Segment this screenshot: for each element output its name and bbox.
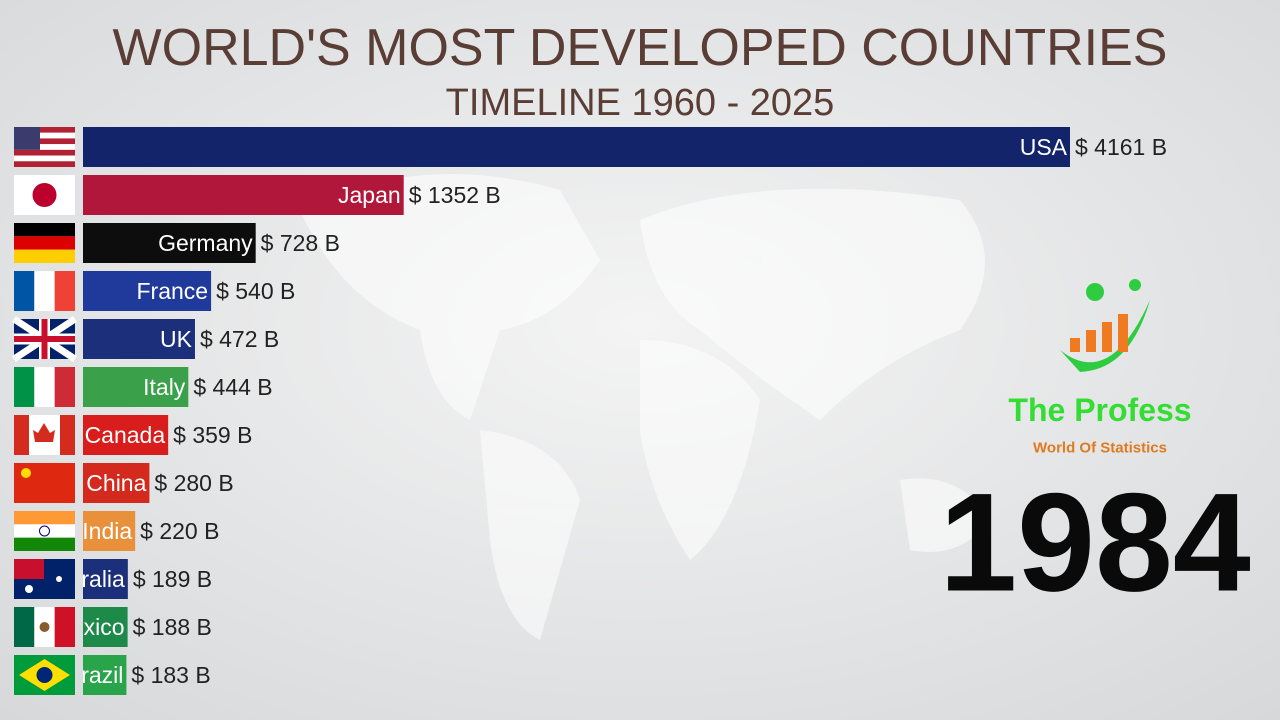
logo-bar: [1070, 338, 1080, 352]
flag-stripe: [14, 161, 75, 167]
bar: [83, 655, 127, 695]
category-label: Germany: [158, 230, 253, 256]
flag-wheel: [39, 525, 50, 537]
logo-bar: [1118, 314, 1128, 352]
flag-stripe: [14, 271, 35, 311]
value-label: $ 183 B: [131, 662, 210, 688]
flag-stripe: [14, 138, 75, 145]
bar: [83, 559, 128, 599]
flag-cross: [14, 319, 75, 359]
bar: [83, 175, 404, 215]
flag-stripe: [14, 132, 75, 139]
flag-stripe: [14, 144, 75, 150]
category-label: UK: [160, 326, 193, 352]
flag-globe: [36, 667, 53, 683]
flag-stripe: [54, 367, 75, 407]
flag-stripe: [14, 223, 75, 237]
value-label: $ 359 B: [173, 422, 252, 448]
category-label: Italy: [143, 374, 186, 400]
flag-stripe: [34, 271, 55, 311]
category-label: France: [136, 278, 208, 304]
flag-stripe: [54, 607, 75, 647]
value-label: $ 444 B: [193, 374, 272, 400]
flag-star: [56, 576, 62, 582]
value-label: $ 472 B: [200, 326, 279, 352]
flag-disc: [32, 183, 57, 207]
logo-swoosh: [1060, 300, 1150, 372]
flag-stripe: [14, 155, 75, 162]
bar: [83, 367, 189, 407]
flag-stripe: [34, 367, 55, 407]
bar: [83, 127, 1070, 167]
logo-star: [1129, 279, 1141, 291]
flag-stripe: [14, 249, 75, 263]
flag-stripe: [14, 236, 75, 250]
category-label: Brazil: [66, 662, 124, 688]
category-label: Canada: [85, 422, 166, 448]
bar: [83, 415, 169, 455]
value-label: $ 728 B: [261, 230, 340, 256]
category-label: Japan: [338, 182, 401, 208]
bar: [83, 607, 128, 647]
value-label: $ 540 B: [216, 278, 295, 304]
category-label: Australia: [35, 566, 125, 592]
category-label: Mexico: [52, 614, 125, 640]
flag-stripe: [14, 537, 75, 551]
flag-stripe: [14, 367, 35, 407]
bar: [83, 271, 212, 311]
chart-subtitle: TIMELINE 1960 - 2025: [446, 82, 835, 124]
logo-subtitle: World Of Statistics: [1033, 440, 1167, 457]
flag-stripe: [14, 607, 35, 647]
flag-stripe: [14, 524, 75, 538]
bar: [83, 463, 150, 503]
category-label: USA: [1020, 134, 1068, 160]
flag-canton: [14, 559, 44, 579]
logo-head: [1086, 283, 1104, 301]
logo-title: The Profess: [1008, 392, 1191, 428]
value-label: $ 280 B: [154, 470, 233, 496]
flag-star: [21, 468, 31, 478]
world-map: [300, 174, 990, 640]
flag-stripe: [14, 511, 75, 525]
bar: [83, 511, 136, 551]
flag-stripe: [14, 415, 29, 455]
value-label: $ 220 B: [140, 518, 219, 544]
value-label: $ 189 B: [133, 566, 212, 592]
flag-stripe: [14, 149, 75, 156]
flag-stripe: [60, 415, 75, 455]
flag-canton: [14, 127, 40, 150]
year-label: 1984: [939, 464, 1251, 621]
flag-star: [25, 585, 33, 593]
flag-stripe: [14, 127, 75, 133]
category-label: China: [86, 470, 146, 496]
flag-emblem: [39, 622, 50, 632]
category-label: India: [82, 518, 132, 544]
value-label: $ 188 B: [133, 614, 212, 640]
flag-stripe: [54, 271, 75, 311]
logo-bar: [1102, 322, 1112, 352]
logo: [1060, 279, 1150, 372]
bar: [83, 319, 195, 359]
value-label: $ 1352 B: [409, 182, 501, 208]
bar: [83, 223, 256, 263]
flag-leaf: [33, 423, 55, 442]
chart-title: WORLD'S MOST DEVELOPED COUNTRIES: [113, 19, 1168, 77]
value-label: $ 4161 B: [1075, 134, 1167, 160]
logo-bar: [1086, 330, 1096, 352]
